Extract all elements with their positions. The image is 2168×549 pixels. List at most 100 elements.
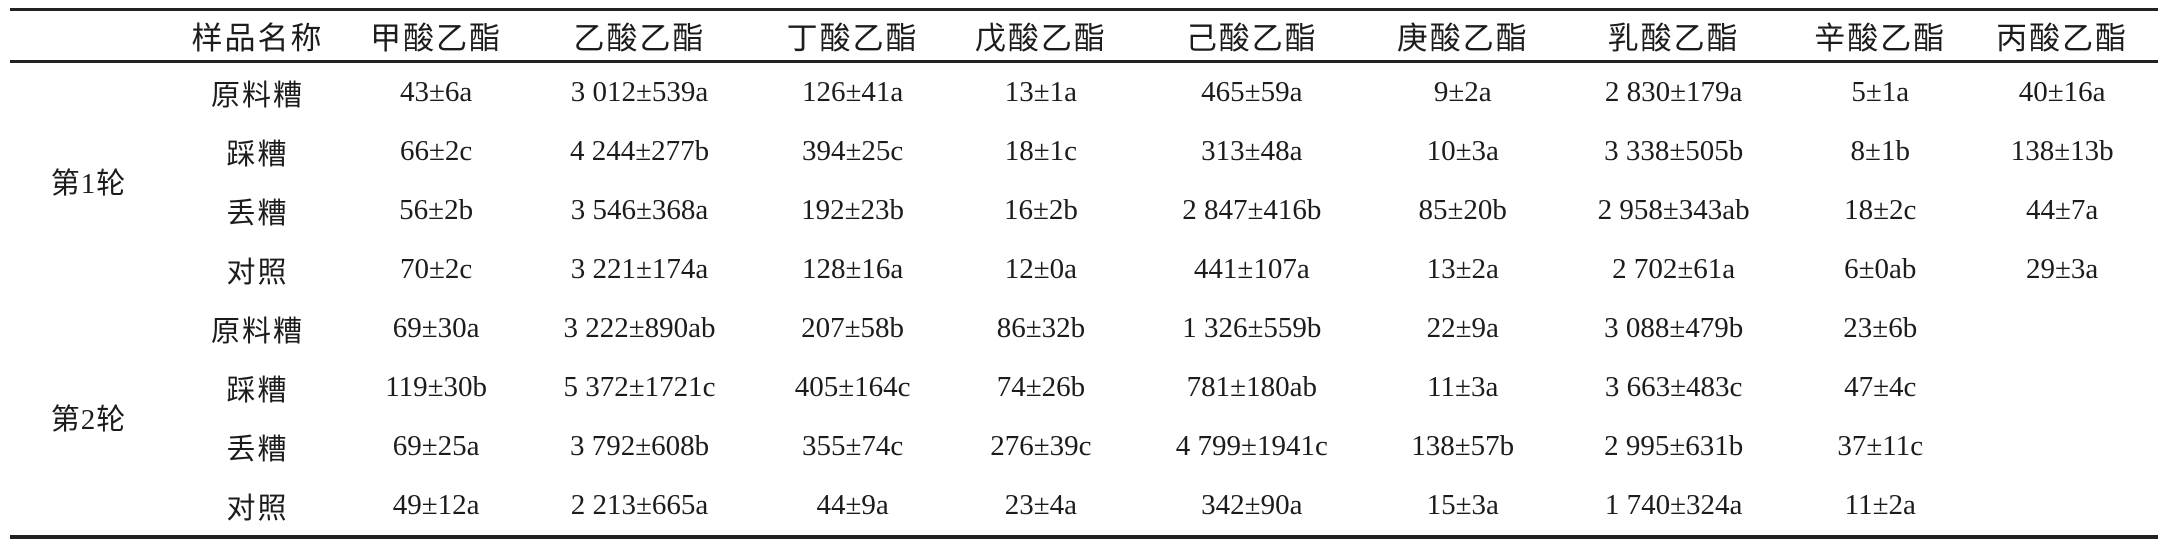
value-cell bbox=[1966, 299, 2158, 358]
column-header: 己酸乙酯 bbox=[1131, 9, 1373, 63]
sample-name-cell: 对照 bbox=[226, 492, 289, 525]
table-row: 丢糟 69±25a 3 792±608b 355±74c 276±39c 4 799±19… bbox=[10, 417, 2158, 476]
value-cell: 56±2b bbox=[399, 194, 474, 226]
value-cell bbox=[1966, 417, 2158, 476]
value-cell: 47±4c bbox=[1844, 371, 1917, 403]
value-cell: 3 663±483c bbox=[1604, 371, 1743, 403]
column-header: 丙酸乙酯 bbox=[1966, 9, 2158, 63]
value-cell: 4 244±277b bbox=[569, 135, 710, 167]
value-cell bbox=[1966, 476, 2158, 537]
value-cell: 126±41a bbox=[801, 76, 904, 108]
value-cell: 2 958±343ab bbox=[1597, 194, 1750, 226]
column-header: 戊酸乙酯 bbox=[950, 9, 1132, 63]
table-row: 对照 70±2c 3 221±174a 128±16a 12±0a 441±107a 13±… bbox=[10, 240, 2158, 299]
sample-name-cell: 原料糟 bbox=[210, 79, 304, 112]
value-cell: 3 088±479b bbox=[1604, 312, 1744, 344]
table-row: 丢糟 56±2b 3 546±368a 192±23b 16±2b 2 847±416b 8… bbox=[10, 181, 2158, 240]
value-cell: 22±9a bbox=[1426, 312, 1499, 344]
value-cell: 43±6a bbox=[399, 76, 473, 108]
value-cell: 2 702±61a bbox=[1612, 253, 1736, 285]
value-cell: 6±0ab bbox=[1844, 253, 1917, 285]
table-row: 踩糟 119±30b 5 372±1721c 405±164c 74±26b 781±18… bbox=[10, 358, 2158, 417]
value-cell: 5 372±1721c bbox=[563, 371, 716, 403]
value-cell bbox=[1966, 358, 2158, 417]
column-header: 乳酸乙酯 bbox=[1553, 9, 1795, 63]
value-cell: 5±1a bbox=[1851, 76, 1910, 108]
value-cell: 138±13b bbox=[2010, 135, 2114, 167]
value-cell: 40±16a bbox=[2018, 76, 2106, 108]
sample-name-cell: 丢糟 bbox=[226, 197, 289, 230]
table-row: 对照 49±12a 2 213±665a 44±9a 23±4a 342±90a 15±3a… bbox=[10, 476, 2158, 537]
table-row: 第2轮 原料糟 69±30a 3 222±890ab 207±58b 86±32b 1 32… bbox=[10, 299, 2158, 436]
column-header: 辛酸乙酯 bbox=[1794, 9, 1967, 63]
value-cell: 23±6b bbox=[1843, 312, 1918, 344]
value-cell: 15±3a bbox=[1426, 489, 1499, 521]
value-cell: 3 221±174a bbox=[570, 253, 709, 285]
value-cell: 313±48a bbox=[1201, 135, 1303, 167]
value-cell: 2 995±631b bbox=[1604, 430, 1744, 462]
value-cell: 49±12a bbox=[392, 489, 480, 521]
value-cell: 11±2a bbox=[1844, 489, 1916, 521]
value-cell: 2 847±416b bbox=[1182, 194, 1322, 226]
value-cell: 8±1b bbox=[1850, 135, 1910, 167]
value-cell: 12±0a bbox=[1004, 253, 1078, 285]
value-cell: 465±59a bbox=[1201, 76, 1303, 108]
value-cell: 18±1c bbox=[1004, 135, 1078, 167]
sample-name-cell: 丢糟 bbox=[226, 433, 289, 466]
value-cell: 781±180ab bbox=[1186, 371, 1317, 403]
value-cell: 86±32b bbox=[996, 312, 1086, 344]
column-header: 庚酸乙酯 bbox=[1372, 9, 1554, 63]
value-cell: 13±2a bbox=[1426, 253, 1499, 285]
sample-name-cell: 踩糟 bbox=[226, 138, 289, 171]
table-row: 第1轮 原料糟 43±6a 3 012±539a 126±41a 13±1a 465±59a… bbox=[10, 62, 2158, 200]
value-cell: 2 830±179a bbox=[1604, 76, 1743, 108]
value-cell: 16±2b bbox=[1003, 194, 1078, 226]
value-cell: 394±25c bbox=[801, 135, 904, 167]
value-cell: 276±39c bbox=[990, 430, 1092, 462]
value-cell: 2 213±665a bbox=[570, 489, 709, 521]
column-header: 样品名称 bbox=[167, 9, 348, 63]
value-cell: 44±7a bbox=[2026, 194, 2099, 226]
round-label-cell: 第1轮 bbox=[50, 168, 127, 200]
sample-name-cell: 原料糟 bbox=[210, 315, 304, 348]
value-cell: 37±11c bbox=[1837, 430, 1924, 462]
value-cell: 3 546±368a bbox=[570, 194, 709, 226]
value-cell: 69±25a bbox=[392, 430, 480, 462]
value-cell: 13±1a bbox=[1004, 76, 1078, 108]
esters-table: 样品名称 甲酸乙酯 乙酸乙酯 丁酸乙酯 戊酸乙酯 己酸乙酯 庚酸乙酯 乳酸乙酯 辛酸乙酯 丙酸乙酯… bbox=[10, 8, 2158, 539]
table-row: 踩糟 66±2c 4 244±277b 394±25c 18±1c 313±48a 10±3… bbox=[10, 122, 2158, 181]
value-cell: 441±107a bbox=[1193, 253, 1310, 285]
value-cell: 1 740±324a bbox=[1604, 489, 1743, 521]
value-cell: 3 012±539a bbox=[570, 76, 709, 108]
value-cell: 4 799±1941c bbox=[1175, 430, 1328, 462]
value-cell: 138±57b bbox=[1411, 430, 1515, 462]
value-cell: 128±16a bbox=[801, 253, 904, 285]
value-cell: 74±26b bbox=[996, 371, 1086, 403]
value-cell: 3 338±505b bbox=[1604, 135, 1744, 167]
value-cell: 9±2a bbox=[1433, 76, 1492, 108]
sample-name-cell: 踩糟 bbox=[226, 374, 289, 407]
value-cell: 3 792±608b bbox=[569, 430, 710, 462]
column-header: 甲酸乙酯 bbox=[347, 9, 525, 63]
column-header: 丁酸乙酯 bbox=[754, 9, 951, 63]
value-cell: 44±9a bbox=[816, 489, 889, 521]
value-cell: 66±2c bbox=[399, 135, 473, 167]
table-body: 第1轮 原料糟 43±6a 3 012±539a 126±41a 13±1a 465±59a… bbox=[10, 62, 2158, 538]
value-cell: 69±30a bbox=[392, 312, 480, 344]
value-cell: 207±58b bbox=[801, 312, 905, 344]
value-cell: 355±74c bbox=[801, 430, 904, 462]
value-cell: 405±164c bbox=[794, 371, 911, 403]
round-label-cell: 第2轮 bbox=[50, 404, 127, 436]
corner-cell bbox=[10, 9, 168, 63]
value-cell: 70±2c bbox=[399, 253, 473, 285]
value-cell: 23±4a bbox=[1004, 489, 1078, 521]
value-cell: 3 222±890ab bbox=[563, 312, 716, 344]
value-cell: 29±3a bbox=[2026, 253, 2099, 285]
value-cell: 192±23b bbox=[801, 194, 905, 226]
table-head: 样品名称 甲酸乙酯 乙酸乙酯 丁酸乙酯 戊酸乙酯 己酸乙酯 庚酸乙酯 乳酸乙酯 辛酸乙酯 丙酸乙酯 bbox=[10, 9, 2158, 63]
value-cell: 85±20b bbox=[1418, 194, 1507, 226]
value-cell: 119±30b bbox=[385, 371, 488, 403]
value-cell: 342±90a bbox=[1201, 489, 1303, 521]
value-cell: 18±2c bbox=[1844, 194, 1917, 226]
